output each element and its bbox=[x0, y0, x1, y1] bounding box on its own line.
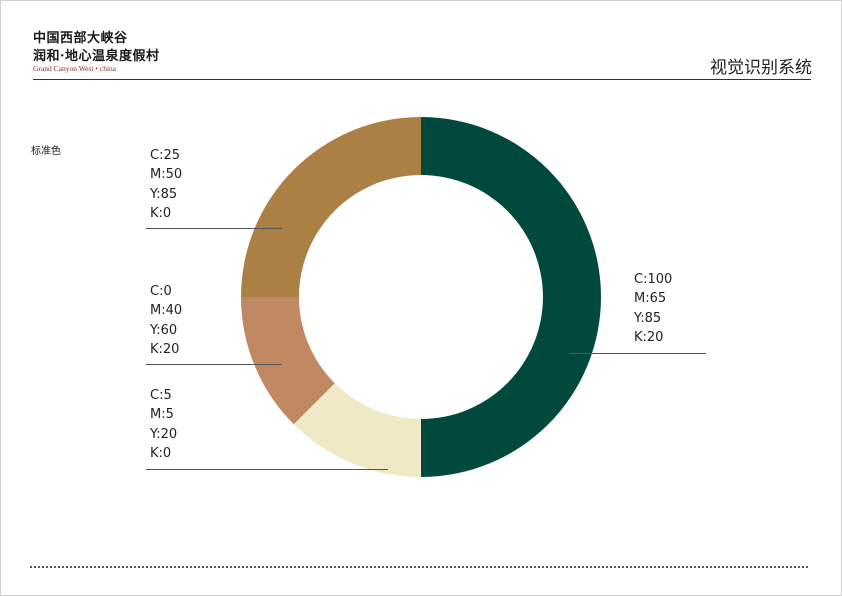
cmyk-label-green: C:100 M:65 Y:85 K:20 bbox=[634, 270, 672, 347]
header-divider bbox=[33, 79, 811, 80]
cmyk-cream-c: C:5 bbox=[150, 388, 172, 403]
cmyk-cream-k: K:0 bbox=[150, 445, 172, 461]
document-title: 视觉识别系统 bbox=[710, 58, 812, 78]
cmyk-gold-c: C:25 bbox=[150, 148, 180, 163]
leader-line-terracotta bbox=[146, 364, 282, 365]
logo-subtitle-en: Grand Canyon West • china bbox=[33, 64, 117, 73]
cmyk-label-terracotta: C:0 M:40 Y:60 K:20 bbox=[150, 282, 182, 359]
cmyk-gold-y: Y:85 bbox=[150, 186, 178, 202]
footer-dotted-divider bbox=[30, 566, 808, 568]
cmyk-terracotta-k: K:20 bbox=[150, 341, 180, 357]
donut-segment-green bbox=[421, 117, 601, 477]
leader-line-gold bbox=[146, 228, 282, 229]
cmyk-green-c: C:100 bbox=[634, 272, 673, 287]
section-label: 标准色 bbox=[31, 146, 61, 157]
donut-segment-gold bbox=[241, 117, 421, 297]
cmyk-terracotta-m: M:40 bbox=[150, 303, 183, 319]
logo-title-cn: 中国西部大峡谷 bbox=[33, 31, 128, 46]
cmyk-gold-m: M:50 bbox=[150, 167, 183, 183]
cmyk-cream-y: Y:20 bbox=[150, 426, 178, 442]
cmyk-green-k: K:20 bbox=[634, 329, 664, 345]
donut-segment-cream bbox=[293, 383, 421, 477]
cmyk-green-y: Y:85 bbox=[634, 310, 662, 326]
leader-line-cream bbox=[146, 469, 388, 470]
logo-subtitle-cn: 润和·地心温泉度假村 bbox=[33, 49, 160, 64]
cmyk-terracotta-c: C:0 bbox=[150, 284, 172, 299]
cmyk-cream-m: M:5 bbox=[150, 407, 174, 423]
cmyk-label-cream: C:5 M:5 Y:20 K:0 bbox=[150, 386, 177, 463]
cmyk-terracotta-y: Y:60 bbox=[150, 322, 178, 338]
donut-segment-terracotta bbox=[241, 297, 335, 425]
cmyk-green-m: M:65 bbox=[634, 291, 667, 307]
cmyk-gold-k: K:0 bbox=[150, 205, 172, 221]
cmyk-label-gold: C:25 M:50 Y:85 K:0 bbox=[150, 146, 182, 223]
leader-line-green bbox=[569, 353, 706, 354]
